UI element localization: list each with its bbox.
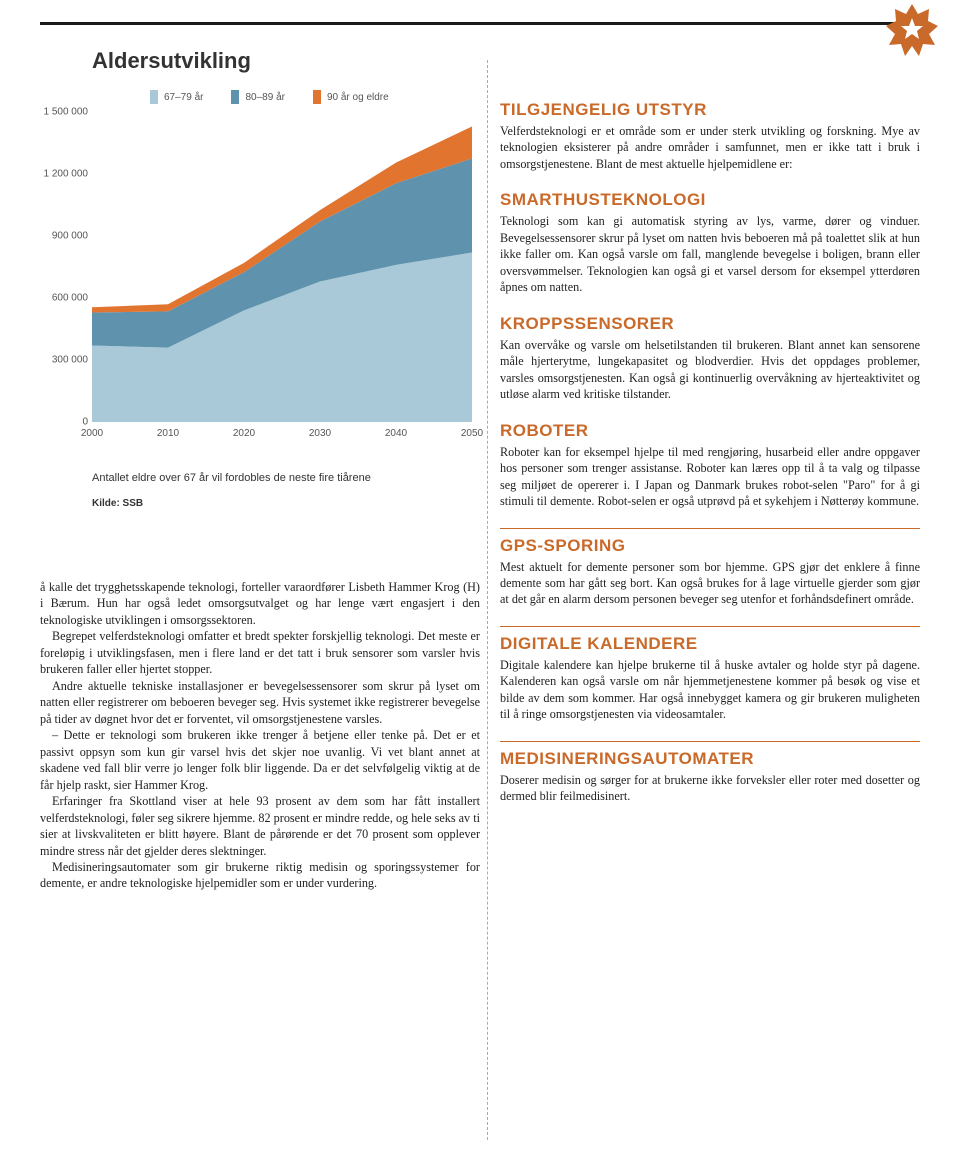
section: DIGITALE KALENDERE Digitale kalendere ka… bbox=[500, 634, 920, 723]
x-axis-label: 2000 bbox=[81, 428, 103, 448]
legend-label: 80–89 år bbox=[245, 92, 284, 103]
section-rule bbox=[500, 626, 920, 627]
chart-canvas bbox=[40, 84, 480, 444]
section-heading: TILGJENGELIG UTSTYR bbox=[500, 100, 920, 120]
legend-item: 80–89 år bbox=[231, 90, 284, 104]
section: SMARTHUSTEKNOLOGI Teknologi som kan gi a… bbox=[500, 190, 920, 295]
section-body: Mest aktuelt for demente personer som bo… bbox=[500, 559, 920, 608]
chart-title: Aldersutvikling bbox=[92, 48, 480, 74]
y-axis-label: 1 200 000 bbox=[40, 169, 88, 180]
section-body: Doserer medisin og sørger for at brukern… bbox=[500, 772, 920, 805]
section: TILGJENGELIG UTSTYR Velferdsteknologi er… bbox=[500, 100, 920, 172]
x-axis-label: 2030 bbox=[309, 428, 331, 448]
x-axis-label: 2020 bbox=[233, 428, 255, 448]
legend-swatch bbox=[313, 90, 321, 104]
chart-caption: Antallet eldre over 67 år vil fordobles … bbox=[92, 472, 480, 484]
aldersutvikling-chart: 67–79 år 80–89 år 90 år og eldre 0 300 00… bbox=[40, 84, 480, 444]
section-heading: MEDISINERINGSAUTOMATER bbox=[500, 749, 920, 769]
article-paragraph: – Dette er teknologi som brukeren ikke t… bbox=[40, 727, 480, 793]
article-paragraph: Begrepet velferdsteknologi omfatter et b… bbox=[40, 628, 480, 677]
legend-swatch bbox=[150, 90, 158, 104]
legend-swatch bbox=[231, 90, 239, 104]
section-body: Roboter kan for eksempel hjelpe til med … bbox=[500, 444, 920, 510]
y-axis-label: 0 bbox=[40, 417, 88, 428]
section-body: Digitale kalendere kan hjelpe brukerne t… bbox=[500, 657, 920, 723]
legend-label: 67–79 år bbox=[164, 92, 203, 103]
section-heading: DIGITALE KALENDERE bbox=[500, 634, 920, 654]
y-axis-label: 600 000 bbox=[40, 293, 88, 304]
legend-label: 90 år og eldre bbox=[327, 92, 389, 103]
x-axis-label: 2040 bbox=[385, 428, 407, 448]
section-heading: KROPPSSENSORER bbox=[500, 314, 920, 334]
y-axis-label: 300 000 bbox=[40, 355, 88, 366]
right-column: TILGJENGELIG UTSTYR Velferdsteknologi er… bbox=[500, 100, 920, 823]
y-axis-label: 900 000 bbox=[40, 231, 88, 242]
section-rule bbox=[500, 741, 920, 742]
top-rule bbox=[40, 22, 920, 25]
star-badge-icon bbox=[886, 4, 938, 56]
x-axis-label: 2050 bbox=[461, 428, 483, 448]
chart-source: Kilde: SSB bbox=[92, 498, 480, 509]
section-heading: GPS-SPORING bbox=[500, 536, 920, 556]
article-paragraph: Erfaringer fra Skottland viser at hele 9… bbox=[40, 793, 480, 859]
section: KROPPSSENSORER Kan overvåke og varsle om… bbox=[500, 314, 920, 403]
y-axis-label: 1 500 000 bbox=[40, 107, 88, 118]
column-divider bbox=[487, 60, 488, 1140]
article-paragraph: Medisineringsautomater som gir brukerne … bbox=[40, 859, 480, 892]
left-column: Aldersutvikling 67–79 år 80–89 år 90 år … bbox=[40, 48, 480, 892]
section-body: Teknologi som kan gi automatisk styring … bbox=[500, 213, 920, 295]
section: GPS-SPORING Mest aktuelt for demente per… bbox=[500, 536, 920, 608]
article-paragraph: å kalle det trygghetsskapende teknologi,… bbox=[40, 579, 480, 628]
section-heading: SMARTHUSTEKNOLOGI bbox=[500, 190, 920, 210]
legend-item: 90 år og eldre bbox=[313, 90, 389, 104]
x-axis-label: 2010 bbox=[157, 428, 179, 448]
article-paragraph: Andre aktuelle tekniske installasjoner e… bbox=[40, 678, 480, 727]
legend-item: 67–79 år bbox=[150, 90, 203, 104]
chart-legend: 67–79 år 80–89 år 90 år og eldre bbox=[150, 90, 389, 104]
section-rule bbox=[500, 528, 920, 529]
section: MEDISINERINGSAUTOMATER Doserer medisin o… bbox=[500, 749, 920, 805]
section-heading: ROBOTER bbox=[500, 421, 920, 441]
section: ROBOTER Roboter kan for eksempel hjelpe … bbox=[500, 421, 920, 510]
article-body: å kalle det trygghetsskapende teknologi,… bbox=[40, 579, 480, 892]
section-body: Velferdsteknologi er et område som er un… bbox=[500, 123, 920, 172]
section-body: Kan overvåke og varsle om helsetilstande… bbox=[500, 337, 920, 403]
